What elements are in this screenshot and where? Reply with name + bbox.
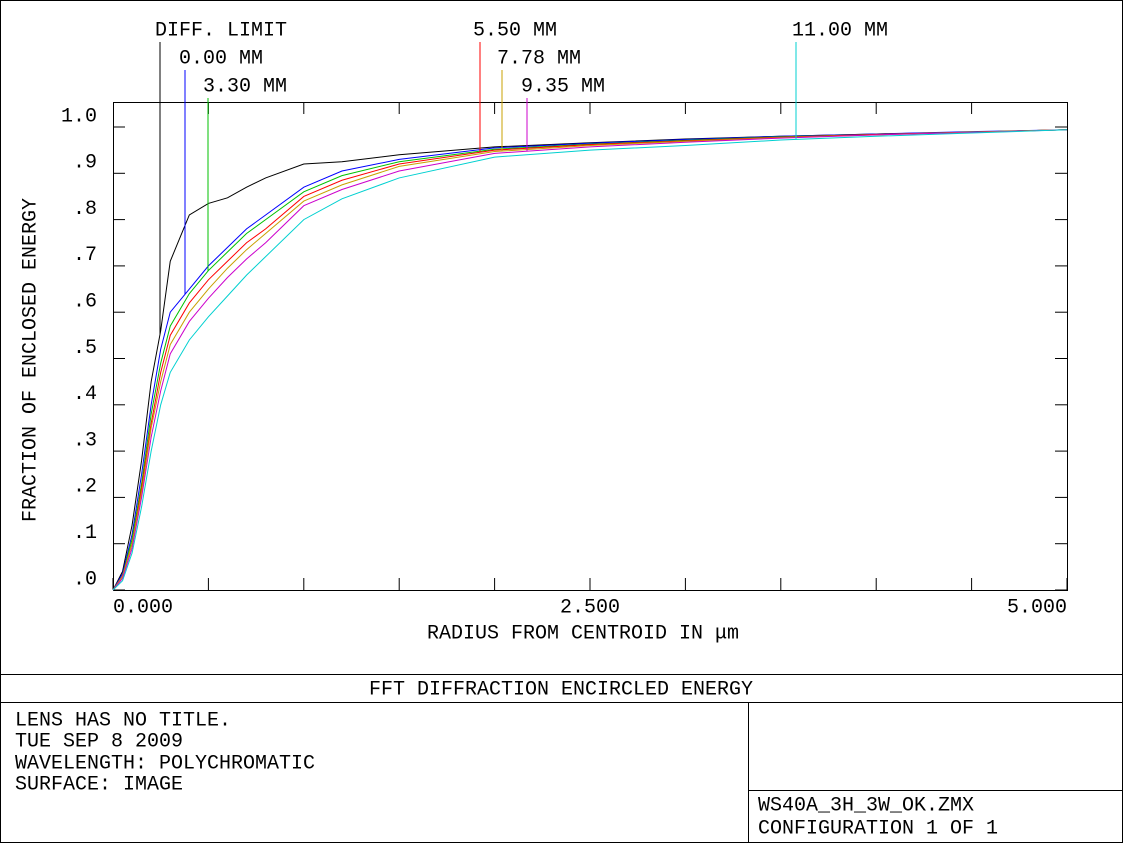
file-line: WS40A_3H_3W_OK.ZMX [758, 794, 974, 817]
file-line: CONFIGURATION 1 OF 1 [758, 817, 998, 840]
legend-label: 3.30 MM [203, 75, 287, 98]
series-line [112, 129, 1068, 591]
y-tick-label: .6 [73, 290, 97, 313]
y-tick-label: .2 [73, 476, 97, 499]
series-line [112, 129, 1068, 591]
info-line: LENS HAS NO TITLE. [15, 709, 231, 732]
y-tick-label: .5 [73, 337, 97, 360]
legend-label: 5.50 MM [473, 19, 557, 42]
legend-label: 0.00 MM [179, 47, 263, 70]
y-tick-label: .0 [73, 568, 97, 591]
x-axis-label: RADIUS FROM CENTROID IN μm [427, 622, 739, 645]
y-tick-label: .4 [73, 383, 97, 406]
series-line [112, 129, 1068, 591]
series-line [112, 129, 1068, 591]
y-tick-label: .1 [73, 522, 97, 545]
series-line [112, 129, 1068, 591]
series-line [112, 129, 1068, 591]
y-tick-label: .8 [73, 198, 97, 221]
legend-label: 9.35 MM [521, 75, 605, 98]
legend-label: 11.00 MM [792, 19, 888, 42]
y-tick-label: .7 [73, 244, 97, 267]
series-line [112, 129, 1068, 591]
info-line: SURFACE: IMAGE [15, 773, 183, 796]
y-tick-label: 1.0 [61, 105, 97, 128]
info-line: TUE SEP 8 2009 [15, 730, 183, 753]
chart-title: FFT DIFFRACTION ENCIRCLED ENERGY [369, 678, 753, 701]
legend-label: DIFF. LIMIT [155, 19, 287, 42]
x-tick-label: 2.500 [560, 596, 620, 619]
plot-frame [113, 102, 1068, 591]
y-axis-label: FRACTION OF ENCLOSED ENERGY [19, 198, 42, 522]
y-tick-label: .9 [73, 152, 97, 175]
x-tick-label: 0.000 [113, 596, 173, 619]
info-line: WAVELENGTH: POLYCHROMATIC [15, 752, 315, 775]
y-tick-label: .3 [73, 429, 97, 452]
x-tick-label: 5.000 [1007, 596, 1067, 619]
legend-label: 7.78 MM [497, 47, 581, 70]
